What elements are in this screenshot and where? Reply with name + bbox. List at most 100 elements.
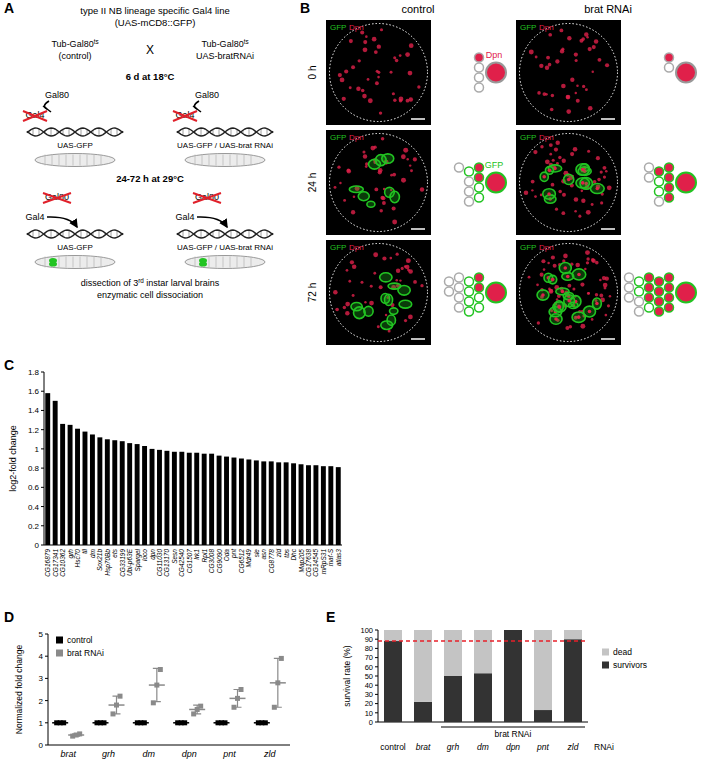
micrograph: GFPDpn: [516, 20, 621, 125]
schematic-cell: [665, 273, 674, 282]
larva-segment: [195, 155, 196, 166]
tick: [375, 685, 378, 686]
bar: [127, 443, 132, 545]
category-label: brat: [60, 749, 76, 759]
category-label: tll: [81, 548, 88, 553]
nucleus: [567, 178, 571, 182]
larva-segment: [202, 155, 203, 166]
title: type II NB lineage specific Gal4 line: [80, 5, 229, 16]
nucleus: [551, 94, 554, 97]
nucleus: [609, 295, 612, 298]
category-label: ets: [111, 548, 118, 557]
image-background: [326, 20, 431, 125]
schematic: GFP: [455, 160, 507, 207]
nucleus: [584, 268, 586, 270]
schematic-cell: [655, 277, 664, 286]
micrograph: GFPDpn: [516, 240, 621, 345]
schematic-cell: [465, 167, 474, 176]
legend-label: survivors: [613, 660, 647, 670]
gfp-cell: [564, 295, 575, 307]
bar: [142, 446, 147, 545]
nucleus: [551, 255, 555, 259]
axis-title: Normalized fold change: [14, 645, 24, 735]
nucleus: [399, 96, 404, 101]
nucleus: [594, 39, 599, 44]
error-bar: [113, 696, 121, 714]
error-bar: [193, 705, 201, 714]
category-label: dpn: [506, 742, 520, 752]
column-header: brat RNAi: [584, 3, 632, 15]
superscript: ts: [244, 38, 249, 45]
nucleus: [561, 290, 565, 294]
nucleus: [541, 259, 545, 263]
dna-strand: [27, 128, 123, 136]
channel-label: Dpn: [349, 133, 364, 142]
nucleus: [346, 269, 349, 272]
bar: [232, 458, 237, 545]
dna-strand: [27, 230, 123, 238]
nucleus: [580, 282, 584, 286]
nucleus: [524, 190, 529, 195]
nucleus: [347, 169, 351, 173]
label-text: dissection of 3: [81, 278, 139, 288]
category-label: dm: [477, 742, 489, 752]
panel-label: C: [4, 357, 14, 373]
activation: [197, 217, 227, 227]
nucleus: [561, 211, 565, 215]
larva-segment: [237, 257, 238, 268]
nucleus: [586, 36, 589, 39]
category-label: CG3008: [208, 549, 215, 574]
nucleus: [380, 196, 384, 200]
nucleus: [413, 280, 417, 284]
tick: [375, 657, 378, 658]
nucleus: [543, 268, 546, 271]
nucleus: [555, 208, 558, 211]
nucleus: [376, 70, 379, 73]
dna-rungs: [177, 230, 273, 238]
brain-outline: [520, 134, 618, 232]
nucleus: [351, 65, 355, 69]
channel-label: Dpn: [539, 133, 554, 142]
nucleus: [343, 306, 346, 309]
dna-strand: [177, 230, 273, 238]
nucleus: [607, 304, 610, 307]
schematic-cell: [665, 293, 674, 302]
nucleus: [586, 210, 591, 215]
category-label: CG10362: [59, 549, 66, 577]
tick: [41, 391, 44, 392]
tick-label: 20: [365, 699, 373, 708]
tick-label: 30: [365, 690, 373, 699]
larva-segment: [223, 257, 224, 268]
nucleus: [348, 280, 351, 283]
nucleus: [548, 33, 552, 37]
tick-label: 1: [35, 445, 40, 454]
nucleus: [399, 279, 401, 281]
gfp-cell: [590, 184, 604, 194]
genotype: UAS-bratRNAi: [196, 51, 254, 61]
nucleus: [605, 63, 609, 67]
schematic-cell: [475, 63, 484, 72]
tick: [45, 745, 48, 746]
transgene: UAS-GFP / UAS-brat RNAi: [177, 141, 273, 150]
nucleus: [408, 71, 413, 76]
larva-segment: [87, 257, 88, 268]
larva-segment: [45, 155, 46, 166]
bar: [261, 461, 266, 545]
bar: [291, 463, 296, 545]
bar: [328, 466, 333, 545]
cross-out: [23, 111, 47, 121]
schematic-cell: [635, 277, 644, 286]
gfp-cell: [385, 294, 393, 305]
gfp-cell: [364, 306, 373, 316]
nucleus: [390, 71, 393, 74]
cross-out: [43, 193, 71, 203]
nucleus: [406, 258, 411, 263]
tick: [45, 722, 48, 723]
schematic-cell: [475, 163, 484, 172]
nucleus: [379, 209, 382, 212]
nucleus: [596, 187, 600, 191]
nucleus: [581, 181, 585, 185]
nucleus: [580, 324, 585, 329]
x-axis: [48, 745, 290, 746]
nucleus: [537, 321, 540, 324]
